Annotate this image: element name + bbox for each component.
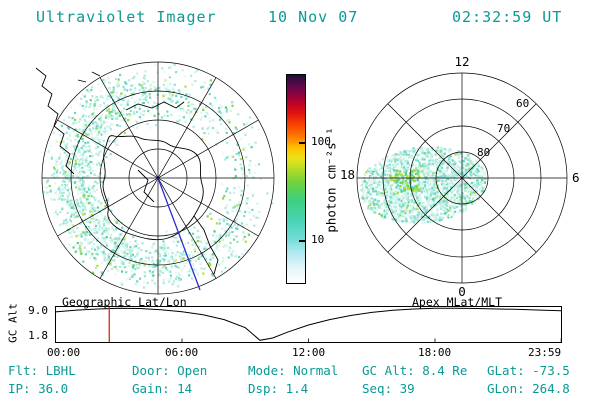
apex-polar-plot [356,72,568,284]
geographic-polar-plot [35,61,275,295]
time-axis-tick: 23:59 [528,346,562,359]
status-ip: IP: 36.0 [8,381,69,396]
date-label: 10 Nov 07 [268,8,359,26]
geo-plot-caption: Geographic Lat/Lon [62,295,187,309]
mlt-label-0: 0 [458,284,466,299]
status-gain: Gain: 14 [132,381,193,396]
status-filter: Flt: LBHL [8,363,76,378]
gc-alt-ytick-max: 9.0 [28,304,48,317]
time-axis-tick: 12:00 [292,346,326,359]
time-axis-tick: 00:00 [47,346,81,359]
mlat-label-80: 80 [477,146,491,159]
mlt-label-12: 12 [454,54,470,69]
status-glat: GLat: -73.5 [487,363,570,378]
colorbar-tick-mark [299,142,305,144]
time-label: 02:32:59 UT [452,8,563,26]
time-axis-tick: 18:00 [418,346,452,359]
status-door: Door: Open [132,363,208,378]
mlt-label-6: 6 [572,170,580,185]
gc-alt-axis-label: GC Alt [6,303,20,343]
status-seq: Seq: 39 [362,381,415,396]
colorbar-tick-mark [299,240,305,242]
mlt-label-18: 18 [339,167,355,182]
gc-alt-strip-chart [55,306,562,343]
status-dsp: Dsp: 1.4 [248,381,309,396]
mlat-label-60: 60 [516,97,530,110]
status-gc-alt: GC Alt: 8.4 Re [362,363,468,378]
colorbar [286,74,306,284]
status-mode: Mode: Normal [248,363,339,378]
colorbar-tick-label-100: 100 [311,135,331,148]
apex-plot-caption: Apex MLat/MLT [412,295,503,309]
mlat-label-70: 70 [497,122,511,135]
gc-alt-ytick-min: 1.8 [28,329,48,342]
colorbar-tick-label-10: 10 [311,233,325,246]
app-title: Ultraviolet Imager [36,8,217,26]
time-axis-tick: 06:00 [165,346,199,359]
status-glon: GLon: 264.8 [487,381,570,396]
